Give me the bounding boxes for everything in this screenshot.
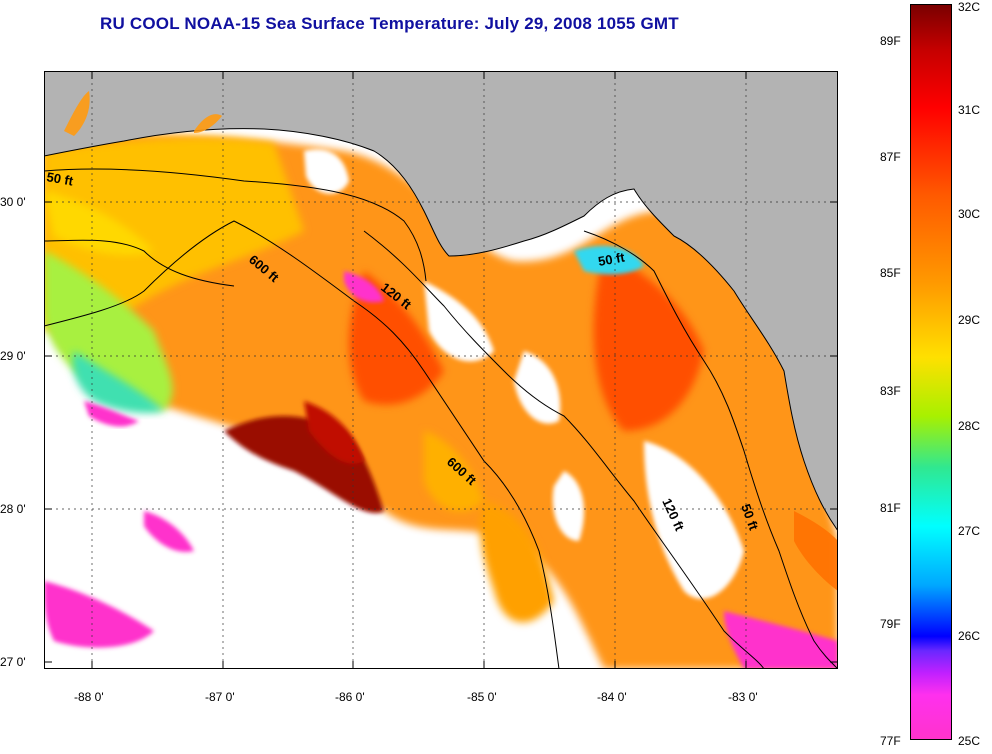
lon-tick-label: -84 0' [597, 690, 627, 704]
lat-tick-label: 27 0' [0, 655, 26, 669]
sst-field [44, 135, 838, 669]
land [44, 71, 838, 531]
fahrenheit-label: 87F [880, 150, 901, 164]
celsius-label: 32C [958, 0, 981, 14]
celsius-label: 25C [958, 734, 981, 748]
contour-label: 50 ft [597, 249, 627, 269]
celsius-label: 29C [958, 313, 981, 327]
lon-tick-label: -88 0' [74, 690, 104, 704]
lon-tick-label: -85 0' [467, 690, 497, 704]
celsius-label: 26C [958, 629, 981, 643]
celsius-label: 27C [958, 524, 981, 538]
temperature-colorbar [910, 4, 952, 740]
lon-tick-label: -86 0' [335, 690, 365, 704]
lat-tick-label: 29 0' [0, 349, 26, 363]
map-title: RU COOL NOAA-15 Sea Surface Temperature:… [100, 14, 679, 33]
fahrenheit-label: 83F [880, 384, 901, 398]
coastline [44, 128, 838, 532]
sst-map: 50 ft 600 ft 120 ft 50 ft 600 ft 120 ft … [44, 71, 838, 669]
fahrenheit-label: 81F [880, 501, 901, 515]
celsius-label: 31C [958, 103, 981, 117]
fahrenheit-label: 77F [880, 734, 901, 748]
fahrenheit-label: 85F [880, 266, 901, 280]
lon-tick-label: -83 0' [728, 690, 758, 704]
graticule [44, 71, 838, 669]
celsius-label: 30C [958, 207, 981, 221]
fahrenheit-label: 89F [880, 34, 901, 48]
lon-tick-label: -87 0' [205, 690, 235, 704]
contour-label: 50 ft [45, 169, 75, 189]
lat-tick-label: 28 0' [0, 502, 26, 516]
celsius-label: 28C [958, 419, 981, 433]
lat-tick-label: 30 0' [0, 195, 26, 209]
contour-lines [44, 168, 838, 669]
fahrenheit-label: 79F [880, 617, 901, 631]
axis-ticks [44, 71, 838, 669]
